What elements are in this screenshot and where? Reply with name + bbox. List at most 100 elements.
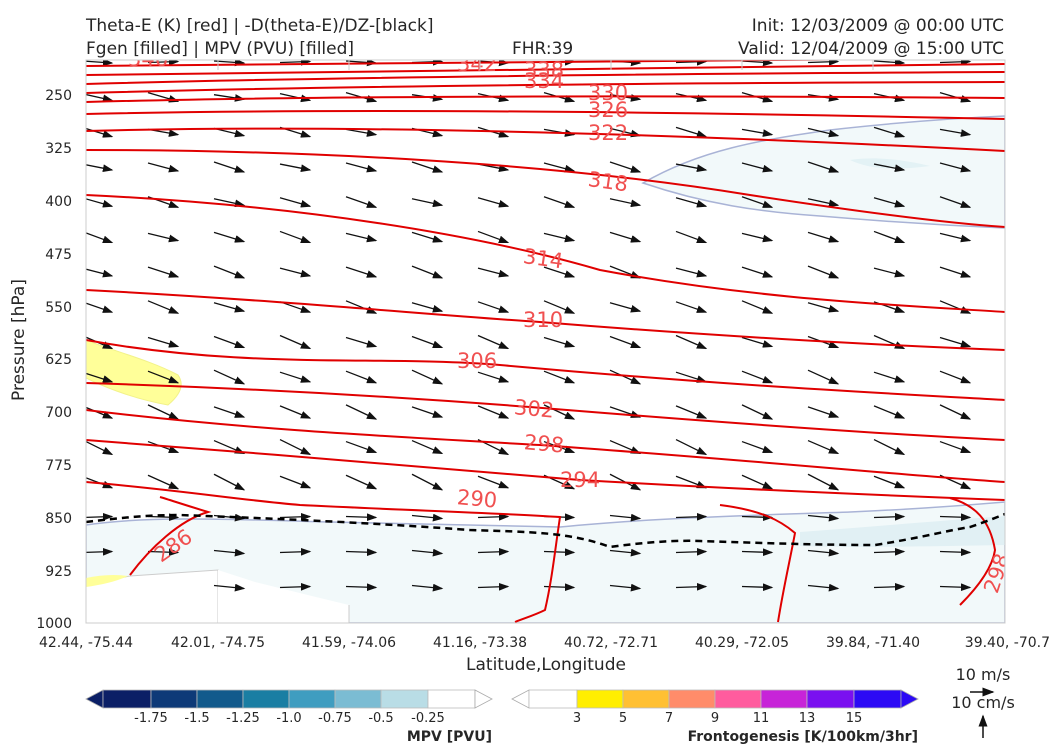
- wind-vector: [873, 267, 906, 278]
- wind-vector: [807, 127, 840, 138]
- fgen-fill-2: [86, 574, 128, 587]
- contour-290: [86, 481, 562, 623]
- wind-vector: [675, 126, 708, 138]
- wind-vector: [609, 231, 642, 243]
- wind-vector: [873, 60, 906, 67]
- wind-vector: [741, 583, 774, 592]
- wind-vector: [609, 548, 642, 557]
- wind-vector: [86, 93, 114, 103]
- wind-vector: [543, 370, 576, 384]
- wind-vector: [609, 335, 642, 349]
- wind-vector: [411, 406, 444, 418]
- wind-vector: [411, 231, 444, 243]
- wind-vector: [86, 164, 114, 173]
- wind-vector: [477, 197, 510, 208]
- wind-vector: [279, 547, 312, 556]
- contour-298b: [949, 497, 997, 606]
- wind-vector: [345, 548, 378, 557]
- wind-vector: [609, 513, 642, 522]
- wind-vector: [477, 405, 510, 419]
- wind-vector: [147, 548, 180, 557]
- wind-vector: [543, 162, 576, 173]
- wind-vector: [279, 230, 312, 244]
- wind-vector: [345, 266, 378, 278]
- fgen-colorbar: [511, 689, 919, 709]
- wind-vector: [213, 369, 246, 385]
- mpv-tick: -0.75: [318, 711, 352, 726]
- fgen-colorbar-extend: [900, 689, 919, 709]
- wind-vector: [807, 302, 840, 313]
- contour-label-334: 334: [524, 69, 564, 93]
- mpv-colorbar-bin: [288, 689, 336, 709]
- wind-key: 10 m/s 10 cm/s: [951, 665, 1015, 738]
- wind-vector: [345, 336, 378, 348]
- wind-vector: [543, 232, 576, 243]
- wind-vector: [147, 370, 180, 384]
- mpv-colorbar-bin: [196, 689, 244, 709]
- wind-vector: [86, 547, 114, 556]
- wind-vector: [411, 335, 444, 349]
- wind-key-vertical-label: 10 cm/s: [951, 693, 1015, 712]
- wind-vector: [675, 582, 708, 591]
- wind-vector: [873, 126, 906, 138]
- wind-vector: [477, 582, 510, 591]
- wind-vector: [279, 197, 312, 208]
- mpv-colorbar: [85, 689, 493, 709]
- contour-334: [86, 81, 1005, 94]
- wind-vector: [939, 300, 972, 314]
- wind-vector: [86, 198, 114, 208]
- fgen-tick: 11: [753, 711, 770, 726]
- wind-vector: [609, 161, 642, 173]
- fgen-tick: 9: [711, 711, 719, 726]
- contour-286: [129, 496, 212, 576]
- x-tick-label: 40.29, -72.05: [695, 635, 789, 651]
- wind-vector: [873, 197, 906, 208]
- wind-vector: [213, 60, 246, 67]
- fgen-fill-1: [86, 339, 182, 406]
- wind-vector: [675, 197, 708, 208]
- wind-vector: [147, 232, 180, 243]
- mpv-fill-lower-core: [800, 516, 1005, 547]
- mpv-colorbar-bin: [380, 689, 429, 709]
- wind-vector: [213, 302, 246, 313]
- wind-vector: [741, 232, 774, 243]
- wind-vector: [807, 513, 840, 522]
- y-axis-label: Pressure [hPa]: [9, 279, 29, 401]
- contour-302: [86, 382, 1005, 441]
- wind-vector: [147, 474, 180, 490]
- wind-vector: [807, 198, 840, 208]
- wind-vector: [86, 512, 114, 521]
- wind-vector: [807, 60, 840, 66]
- wind-vector: [411, 265, 444, 279]
- wind-vector: [873, 547, 906, 556]
- wind-vector: [939, 513, 972, 522]
- fgen-colorbar-bin: [576, 689, 624, 709]
- wind-vector: [873, 438, 906, 456]
- wind-vector: [147, 266, 180, 278]
- wind-vector: [543, 336, 576, 348]
- contour-318: [86, 149, 1005, 228]
- wind-vector: [477, 334, 510, 350]
- mpv-colorbar-bin: [334, 689, 382, 709]
- wind-vector: [345, 300, 378, 314]
- fgen-tick: 7: [665, 711, 673, 726]
- wind-key-horizontal-label: 10 m/s: [956, 665, 1011, 684]
- y-tick-label: 625: [45, 352, 72, 368]
- wind-vector: [279, 512, 312, 521]
- wind-vector: [741, 336, 774, 348]
- mpv-colorbar-title: MPV [PVU]: [407, 729, 492, 745]
- mpv-colorbar-bin: [427, 689, 476, 709]
- wind-vector: [411, 583, 444, 592]
- mpv-fill-lower: [86, 501, 1005, 623]
- wind-vector: [543, 548, 576, 557]
- contour-label-342: 342: [457, 52, 497, 76]
- y-tick-label: 250: [45, 88, 72, 104]
- y-tick-label: 325: [45, 141, 72, 157]
- wind-vector: [411, 161, 444, 173]
- wind-vector: [279, 438, 312, 456]
- contour-label-306: 306: [457, 349, 497, 373]
- wind-vector: [807, 161, 840, 173]
- contour-298: [86, 409, 1005, 483]
- dthetae-dz-zero-line: [86, 512, 1005, 549]
- wind-vector: [741, 162, 774, 173]
